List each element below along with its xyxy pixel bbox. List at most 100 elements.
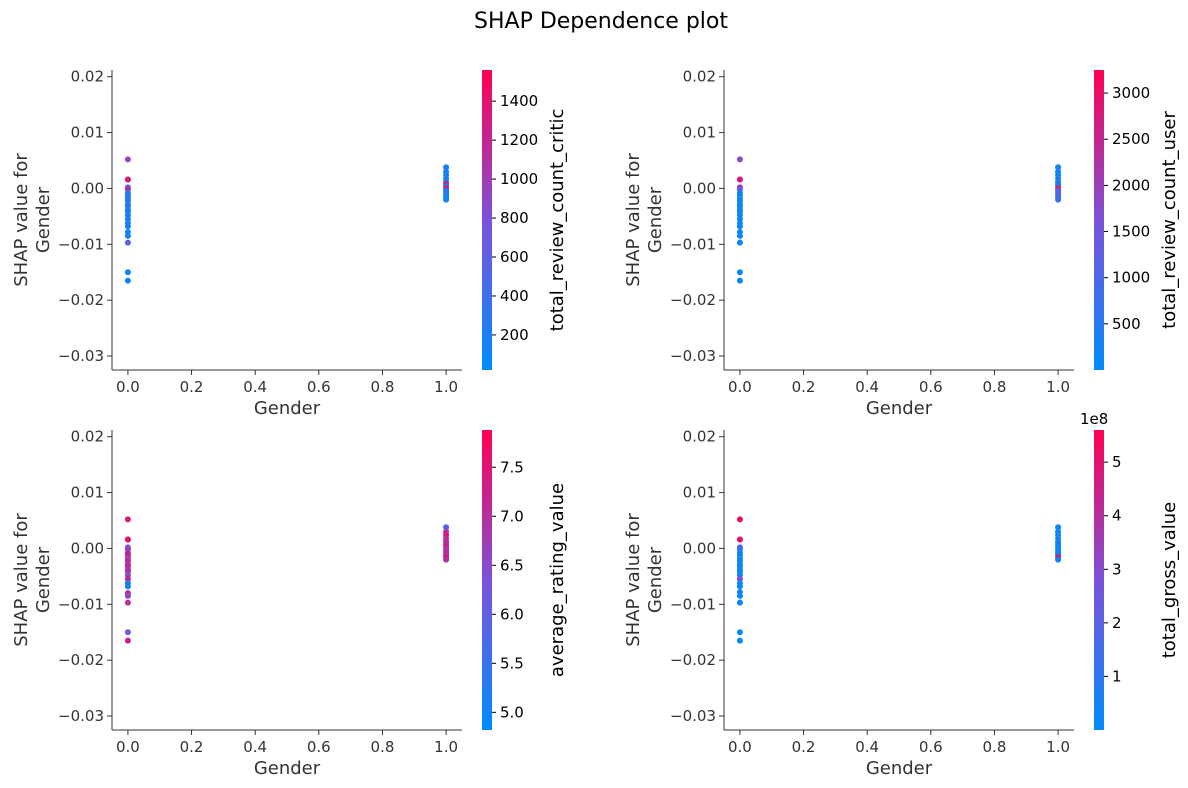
scatter-point — [736, 223, 743, 230]
colorbar-tick-label: 5.5 — [500, 654, 524, 672]
scatter-point — [736, 269, 743, 276]
colorbar-tick-label: 2000 — [1112, 176, 1150, 194]
colorbar-label: average_rating_value — [547, 483, 568, 677]
x-tick-label: 0.6 — [919, 738, 943, 756]
x-axis-label: Gender — [866, 758, 933, 779]
y-tick-label: 0.01 — [71, 484, 104, 502]
colorbar-tick-label: 1400 — [500, 92, 538, 110]
scatter-point — [736, 583, 743, 590]
colorbar — [1094, 430, 1104, 730]
x-tick-label: 1.0 — [434, 378, 458, 396]
scatter-point — [124, 592, 131, 599]
x-tick-label: 0.4 — [855, 738, 879, 756]
y-tick-label: 0.01 — [71, 124, 104, 142]
colorbar — [482, 430, 492, 730]
scatter-point — [736, 176, 743, 183]
scatter-point — [736, 239, 743, 246]
y-tick-label: −0.01 — [58, 235, 104, 253]
y-tick-label: −0.02 — [58, 651, 104, 669]
colorbar-tick-label: 800 — [500, 209, 529, 227]
colorbar-tick-label: 2 — [1112, 614, 1122, 632]
subplot-4: 0.0 0.2 0.4 0.6 0.8 1.0 0.02 0.01 0.00 −0.01 −0.02… — [623, 410, 1180, 779]
scatter-point — [736, 277, 743, 284]
colorbar-offset-label: 1e8 — [1080, 410, 1108, 428]
scatter-point — [124, 176, 131, 183]
colorbar-label: total_review_count_user — [1159, 111, 1180, 329]
scatter-point — [736, 156, 743, 163]
scatter-point — [443, 524, 450, 531]
x-tick-label: 0.4 — [243, 738, 267, 756]
colorbar-tick-label: 5.0 — [500, 703, 524, 721]
x-tick-label: 0.0 — [116, 738, 140, 756]
y-tick-label: 0.01 — [683, 124, 716, 142]
x-tick-label: 0.6 — [307, 378, 331, 396]
scatter-point — [124, 583, 131, 590]
x-tick-label: 0.0 — [116, 378, 140, 396]
x-tick-label: 0.4 — [855, 378, 879, 396]
x-tick-label: 0.4 — [243, 378, 267, 396]
colorbar — [1094, 70, 1104, 370]
y-tick-label: −0.02 — [670, 291, 716, 309]
x-tick-label: 0.0 — [728, 378, 752, 396]
colorbar-tick-label: 1200 — [500, 131, 538, 149]
scatter-point — [736, 629, 743, 636]
scatter-point — [736, 599, 743, 606]
x-tick-label: 1.0 — [434, 738, 458, 756]
scatter-point — [736, 592, 743, 599]
subplot-1: 0.0 0.2 0.4 0.6 0.8 1.0 0.02 0.01 0.00 −0.01 −0.02… — [11, 68, 568, 419]
y-axis-label-line: SHAP value for — [623, 513, 644, 647]
colorbar-tick-label: 1500 — [1112, 223, 1150, 241]
scatter-point — [124, 239, 131, 246]
x-tick-label: 1.0 — [1046, 738, 1070, 756]
scatter-point — [736, 637, 743, 644]
colorbar-tick-label: 2500 — [1112, 130, 1150, 148]
scatter-point — [124, 599, 131, 606]
x-tick-label: 0.8 — [371, 378, 395, 396]
scatter-point — [124, 156, 131, 163]
colorbar-label: total_review_count_critic — [547, 109, 568, 332]
colorbar-tick-label: 1000 — [500, 170, 538, 188]
scatter-point — [124, 232, 131, 239]
y-tick-label: 0.02 — [71, 428, 104, 446]
y-axis-label-line: SHAP value for — [623, 153, 644, 287]
y-tick-label: 0.00 — [683, 539, 716, 557]
colorbar-tick-label: 6.0 — [500, 605, 524, 623]
scatter-point — [124, 536, 131, 543]
scatter-point — [124, 277, 131, 284]
y-axis-label-line: Gender — [645, 546, 666, 613]
colorbar-tick-label: 1 — [1112, 667, 1122, 685]
y-axis-label-line: Gender — [33, 546, 54, 613]
y-axis-label: SHAP value forGender — [623, 153, 666, 287]
subplot-2: 0.0 0.2 0.4 0.6 0.8 1.0 0.02 0.01 0.00 −0.01 −0.02… — [623, 68, 1180, 419]
x-tick-label: 0.8 — [983, 738, 1007, 756]
x-tick-label: 0.2 — [180, 378, 204, 396]
y-tick-label: 0.02 — [683, 68, 716, 86]
x-axis-label: Gender — [254, 398, 321, 419]
x-tick-label: 0.8 — [371, 738, 395, 756]
scatter-point — [124, 629, 131, 636]
y-axis-label-line: Gender — [645, 186, 666, 253]
y-tick-label: −0.01 — [670, 235, 716, 253]
scatter-point — [1055, 164, 1062, 171]
colorbar — [482, 70, 492, 370]
scatter-point — [443, 196, 450, 203]
scatter-point — [1055, 556, 1062, 563]
x-axis-label: Gender — [866, 398, 933, 419]
scatter-point — [1055, 196, 1062, 203]
y-tick-label: 0.00 — [71, 539, 104, 557]
scatter-point — [124, 269, 131, 276]
colorbar-label: total_gross_value — [1159, 502, 1180, 659]
scatter-point — [124, 637, 131, 644]
colorbar-tick-label: 4 — [1112, 507, 1122, 525]
y-axis-label: SHAP value forGender — [11, 513, 54, 647]
colorbar-tick-label: 3 — [1112, 560, 1122, 578]
y-tick-label: 0.02 — [683, 428, 716, 446]
colorbar-tick-label: 3000 — [1112, 84, 1150, 102]
y-axis-label-line: Gender — [33, 186, 54, 253]
subplot-3: 0.0 0.2 0.4 0.6 0.8 1.0 0.02 0.01 0.00 −0.01 −0.02… — [11, 428, 568, 779]
colorbar-tick-label: 6.5 — [500, 556, 524, 574]
y-tick-label: 0.00 — [683, 179, 716, 197]
y-tick-label: −0.03 — [58, 707, 104, 725]
x-tick-label: 1.0 — [1046, 378, 1070, 396]
